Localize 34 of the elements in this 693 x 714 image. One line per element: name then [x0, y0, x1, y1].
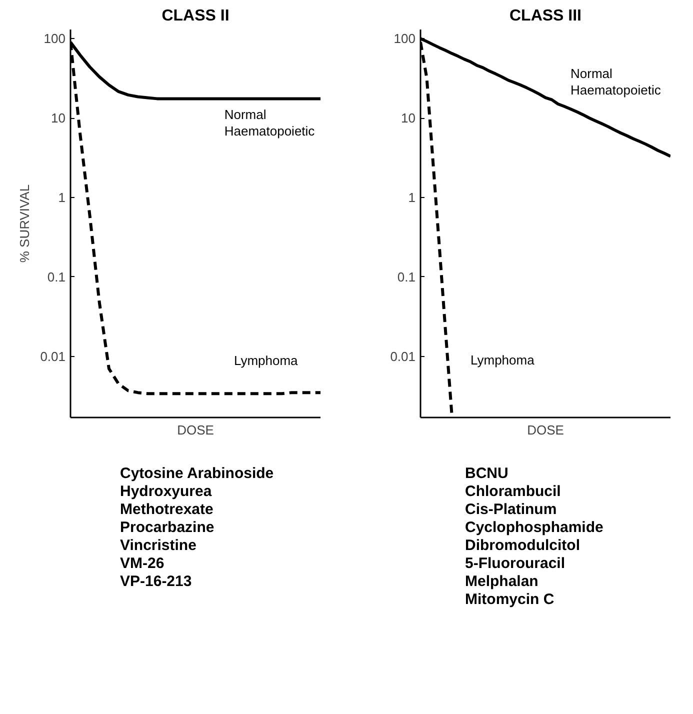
text: Cytosine Arabinoside — [120, 465, 274, 482]
text: Mitomycin C — [465, 591, 554, 608]
y-tick-label: 0.01 — [390, 348, 416, 364]
x-axis-title: DOSE — [527, 422, 564, 438]
y-tick-label: 100 — [44, 31, 66, 46]
text: BCNU — [465, 465, 508, 482]
y-tick-label: 0.1 — [397, 269, 416, 284]
y-tick-label: 10 — [51, 110, 66, 126]
text: VP-16-213 — [120, 573, 192, 590]
y-axis-title: % SURVIVAL — [17, 184, 32, 263]
text: VM-26 — [120, 555, 164, 572]
text: Chlorambucil — [465, 483, 561, 500]
y-tick-label: 1 — [58, 190, 66, 205]
y-tick-label: 0.1 — [47, 269, 66, 284]
series-label: Lymphoma — [234, 353, 299, 368]
text: Cyclophosphamide — [465, 519, 604, 536]
x-axis-title: DOSE — [177, 422, 214, 438]
y-tick-label: 0.01 — [40, 348, 66, 364]
text: Methotrexate — [120, 501, 214, 518]
series-label: Normal Haematopoietic — [570, 66, 662, 98]
series-label: Normal Haematopoietic — [224, 106, 316, 138]
text: 5-Fluorouracil — [465, 555, 566, 572]
chart-title: CLASS III — [509, 8, 582, 24]
text: Melphalan — [465, 573, 538, 590]
y-tick-label: 10 — [401, 110, 416, 126]
series-label: Lymphoma — [470, 352, 536, 368]
text: Cis-Platinum — [465, 501, 557, 518]
text: Vincristine — [120, 537, 196, 554]
text: Hydroxyurea — [120, 483, 212, 500]
text: Procarbazine — [120, 519, 214, 536]
chart-title: CLASS II — [162, 8, 230, 24]
text: Dibromodulcitol — [465, 537, 580, 554]
y-tick-label: 100 — [394, 31, 416, 46]
y-tick-label: 1 — [408, 190, 416, 205]
